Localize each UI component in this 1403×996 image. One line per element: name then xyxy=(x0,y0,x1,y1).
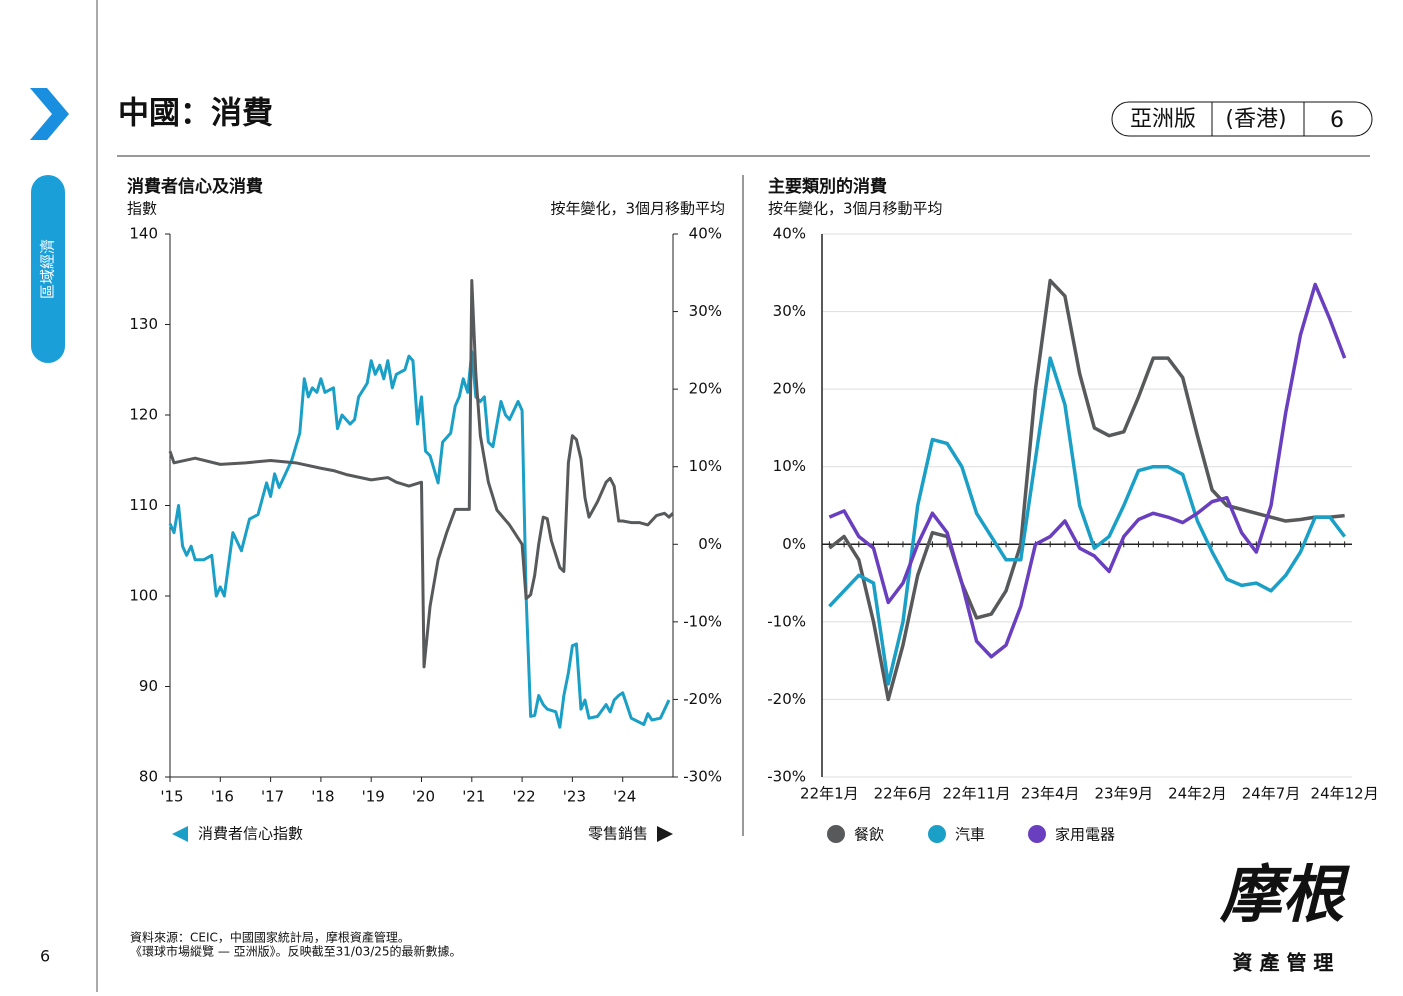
x-tick-label: '15 xyxy=(160,788,183,806)
y2-tick-label: -10% xyxy=(683,612,722,630)
badge-page: 6 xyxy=(1330,108,1344,133)
logo: 摩根 xyxy=(1219,858,1350,931)
y-tick-label: 130 xyxy=(129,315,158,333)
line-series xyxy=(828,282,1347,659)
line-series xyxy=(168,350,671,729)
y-tick-label: 20% xyxy=(773,380,806,398)
chevron xyxy=(30,88,69,140)
x-tick-label: '20 xyxy=(412,788,435,806)
y2-axis-label: 按年變化，3個月移動平均 xyxy=(550,200,725,218)
y-axis-label: 指數 xyxy=(127,200,157,218)
x-tick-label: '21 xyxy=(462,788,485,806)
page-number: 6 xyxy=(40,947,50,966)
legend-label: 消費者信心指數 xyxy=(198,825,303,843)
y-tick-label: -10% xyxy=(767,612,806,630)
sidebar-label: 區域經濟 xyxy=(39,239,57,299)
y2-tick-label: 0% xyxy=(698,535,722,553)
y-tick-label: 110 xyxy=(129,496,158,514)
x-tick-label: '24 xyxy=(613,788,636,806)
legend-arrow xyxy=(172,826,188,842)
y-tick-label: -20% xyxy=(767,690,806,708)
y2-tick-label: 40% xyxy=(689,225,722,243)
badge xyxy=(1111,101,1373,137)
y-tick-label: 80 xyxy=(139,768,158,786)
y2-tick-label: 30% xyxy=(689,302,722,320)
y2-tick-label: 10% xyxy=(689,457,722,475)
x-tick-label: '17 xyxy=(261,788,284,806)
line-series xyxy=(828,278,1345,702)
logo-sub: 資 產 管 理 xyxy=(1233,951,1334,975)
y-tick-label: 0% xyxy=(782,535,806,553)
x-tick-label: '23 xyxy=(563,788,586,806)
legend-label: 餐飲 xyxy=(854,826,884,844)
y-tick-label: -30% xyxy=(767,768,806,786)
y-tick-label: 90 xyxy=(139,677,158,695)
chart-subtitle: 按年變化，3個月移動平均 xyxy=(768,200,943,218)
x-tick-label: 24年2月 xyxy=(1168,785,1227,803)
x-tick-label: 22年1月 xyxy=(800,785,859,803)
legend-arrow xyxy=(657,826,673,842)
x-tick-label: 24年12月 xyxy=(1311,785,1379,803)
legend-label: 零售銷售 xyxy=(588,825,648,843)
chart-title: 消費者信心及消費 xyxy=(127,176,263,197)
page-title: 中國：消費 xyxy=(118,96,273,132)
legend-label: 汽車 xyxy=(955,826,985,844)
y-tick-label: 10% xyxy=(773,457,806,475)
badge-region: (香港) xyxy=(1225,107,1286,132)
y2-tick-label: -30% xyxy=(683,768,722,786)
x-tick-label: 23年9月 xyxy=(1094,785,1153,803)
y-tick-label: 100 xyxy=(129,587,158,605)
legend-label: 家用電器 xyxy=(1055,826,1115,844)
source: 《環球市場縱覽 — 亞洲版》。反映截至31/03/25的最新數據。 xyxy=(130,944,462,959)
x-tick-label: 22年11月 xyxy=(942,785,1010,803)
chart-title: 主要類別的消費 xyxy=(768,176,887,197)
x-tick-label: '19 xyxy=(362,788,385,806)
y-tick-label: 140 xyxy=(129,225,158,243)
y-tick-label: 30% xyxy=(773,302,806,320)
source: 資料來源：CEIC，中國國家統計局，摩根資產管理。 xyxy=(130,930,410,945)
badge-edition: 亞洲版 xyxy=(1130,107,1196,132)
x-tick-label: '18 xyxy=(311,788,334,806)
legend-swatch xyxy=(1028,825,1046,843)
x-tick-label: 23年4月 xyxy=(1021,785,1080,803)
y-tick-label: 120 xyxy=(129,406,158,424)
x-tick-label: 22年6月 xyxy=(874,785,933,803)
line-series xyxy=(828,356,1347,686)
x-tick-label: 24年7月 xyxy=(1242,785,1301,803)
y-tick-label: 40% xyxy=(773,225,806,243)
sidebar-pill xyxy=(31,175,65,363)
x-tick-label: '22 xyxy=(512,788,535,806)
legend-swatch xyxy=(928,825,946,843)
x-tick-label: '16 xyxy=(211,788,234,806)
y2-tick-label: -20% xyxy=(683,690,722,708)
y2-tick-label: 20% xyxy=(689,380,722,398)
line-series xyxy=(168,279,675,669)
legend-swatch xyxy=(827,825,845,843)
